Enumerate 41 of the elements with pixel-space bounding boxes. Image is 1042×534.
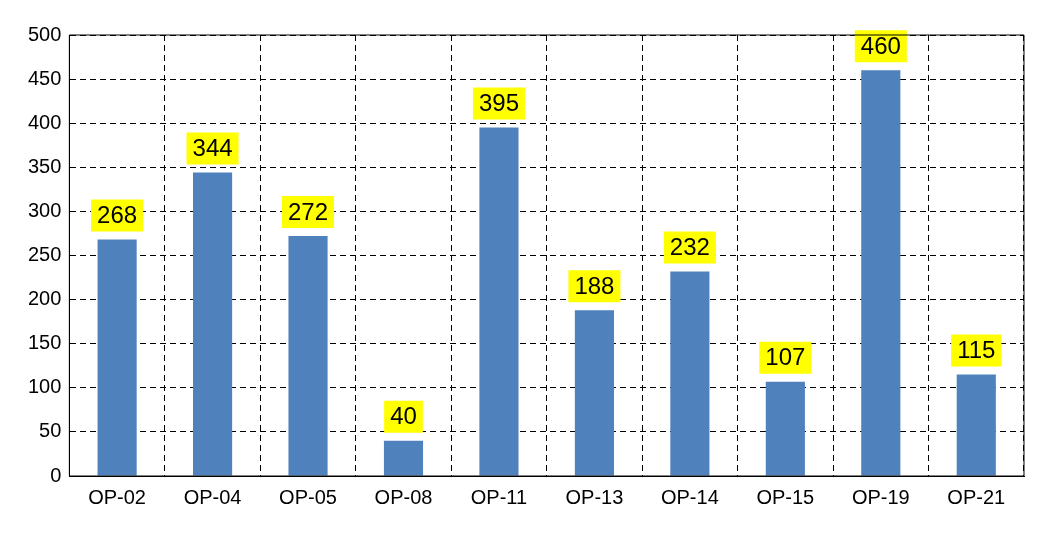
y-tick-label: 150 xyxy=(27,331,62,354)
y-tick-label: 200 xyxy=(27,287,62,310)
y-tick-label: 350 xyxy=(27,154,62,177)
data-label: 188 xyxy=(574,271,615,299)
bar xyxy=(97,239,137,476)
data-label: 40 xyxy=(390,402,417,430)
bar xyxy=(192,172,233,476)
bar xyxy=(670,271,710,476)
bar xyxy=(479,127,519,476)
y-tick-label: 50 xyxy=(39,419,62,442)
data-label: 344 xyxy=(192,134,233,162)
x-tick-label: OP-21 xyxy=(947,485,1006,508)
y-tick-label: 0 xyxy=(50,463,62,486)
x-tick-label: OP-05 xyxy=(279,485,337,508)
x-tick-label: OP-19 xyxy=(851,485,910,508)
x-tick-label: OP-02 xyxy=(88,485,147,508)
data-label: 115 xyxy=(957,336,996,364)
x-tick-label: OP-11 xyxy=(470,485,528,508)
data-label: 232 xyxy=(669,233,710,260)
y-tick-label: 100 xyxy=(27,375,62,398)
x-tick-label: OP-15 xyxy=(756,485,815,508)
bar xyxy=(383,440,424,476)
x-tick-label: OP-13 xyxy=(565,485,624,508)
data-label: 268 xyxy=(97,201,138,229)
y-tick-label: 400 xyxy=(27,110,62,133)
y-tick-label: 450 xyxy=(27,66,62,89)
data-label: 272 xyxy=(288,197,329,225)
y-tick-label: 300 xyxy=(27,198,62,221)
x-tick-label: OP-14 xyxy=(660,485,719,508)
x-tick-label: OP-04 xyxy=(183,485,242,508)
data-label: 460 xyxy=(860,31,901,59)
data-label: 395 xyxy=(478,89,519,117)
data-label: 107 xyxy=(765,343,806,371)
x-tick-label: OP-08 xyxy=(374,485,433,508)
bar xyxy=(861,70,901,476)
bar xyxy=(574,310,614,476)
y-tick-label: 250 xyxy=(27,243,62,266)
y-tick-label: 500 xyxy=(27,22,62,45)
bar xyxy=(956,374,996,476)
bar xyxy=(288,236,328,476)
bar xyxy=(765,381,805,476)
